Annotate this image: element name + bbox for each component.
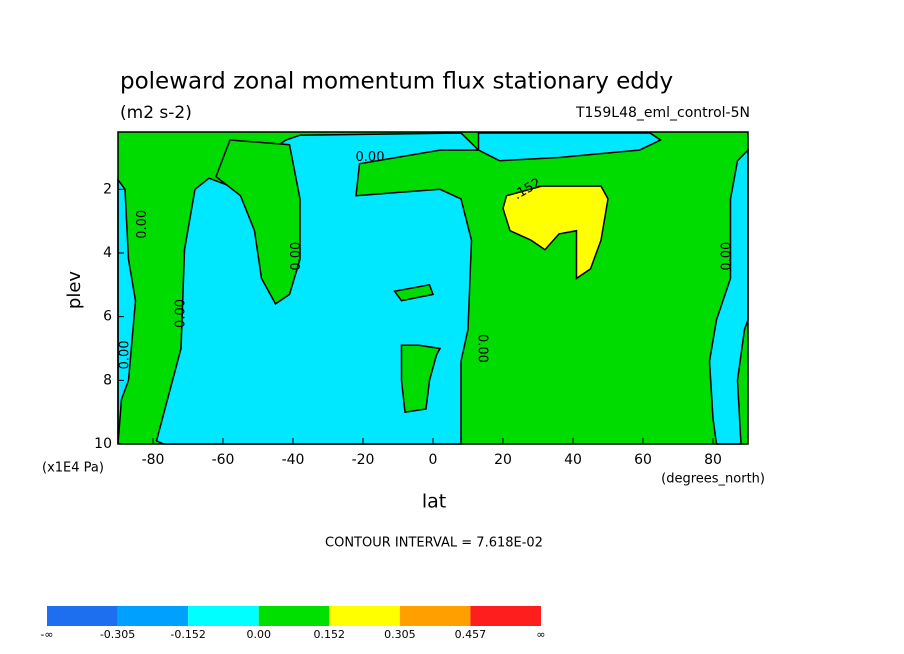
y-tick-label: 2 [103,181,112,197]
y-tick-label: 8 [103,372,112,388]
x-axis-label: lat [422,491,446,513]
colorbar: -∞ -0.305 -0.152 0.00 0.152 0.305 0.457 ∞ [40,606,546,641]
colorbar-box [258,606,330,626]
colorbar-label: 0.00 [246,628,271,641]
colorbar-label: -∞ [40,628,53,641]
x-tick-label: 80 [704,452,722,468]
chart-title: poleward zonal momentum flux stationary … [120,69,673,95]
x-axis-units: (degrees_north) [661,472,765,487]
units: (m2 s-2) [120,103,192,123]
contour-label: 0.00 [720,242,735,271]
contour-region [477,132,663,162]
colorbar-label: -0.305 [100,628,135,641]
colorbar-box [117,606,189,626]
x-tick-label: -40 [282,452,305,468]
contour-region [400,344,442,414]
contour-label: 0.00 [475,334,490,363]
x-tick-label: 0 [429,452,438,468]
contour-label: 0.00 [118,340,133,369]
x-tick-label: -20 [352,452,375,468]
x-tick-label: -80 [142,452,165,468]
y-axis-label: plev [64,271,85,310]
colorbar-box [329,606,400,626]
contour-region [502,185,609,280]
y-tick-label: 10 [94,436,112,452]
colorbar-label: ∞ [536,628,545,641]
contour-label: 0.00 [356,150,385,165]
contour-interval: CONTOUR INTERVAL = 7.618E-02 [325,536,543,551]
x-tick-label: 20 [494,452,512,468]
colorbar-label: 0.305 [384,628,416,641]
contour-label: 0.00 [289,242,304,271]
colorbar-box [470,606,541,626]
run-label: T159L48_eml_control-5N [575,105,750,121]
contour-label: 0.00 [135,210,150,239]
colorbar-label: -0.152 [170,628,205,641]
x-tick-label: 40 [564,452,582,468]
x-tick-label: 60 [634,452,652,468]
y-tick-label: 6 [103,309,112,325]
colorbar-box [47,606,118,626]
colorbar-box [399,606,471,626]
y-tick-label: 4 [103,245,112,261]
contour-region [708,148,749,445]
colorbar-label: 0.152 [314,628,346,641]
colorbar-label: 0.457 [455,628,487,641]
contour-region [155,132,481,445]
contour-region [393,283,435,302]
y-axis-units: (x1E4 Pa) [42,461,104,476]
colorbar-box [188,606,259,626]
contour-region [215,139,301,305]
contour-label: 0.00 [174,299,189,328]
x-tick-label: -60 [212,452,235,468]
